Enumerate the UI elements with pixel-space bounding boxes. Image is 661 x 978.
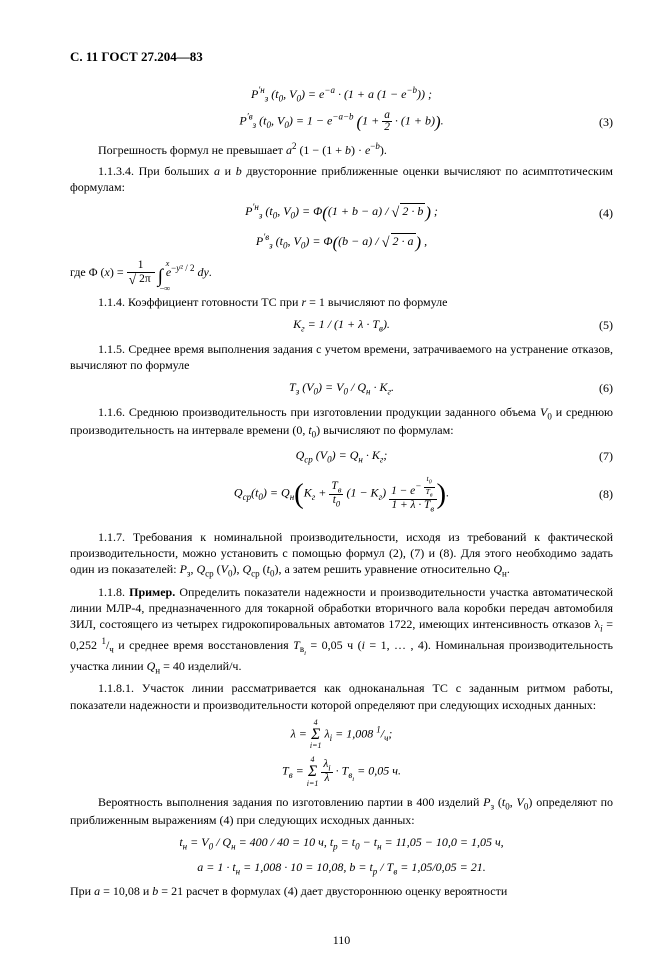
equation-number: (7) [599,448,613,464]
body-text: 1.1.7. Требования к номинальной производ… [70,529,613,580]
equation-number: (5) [599,317,613,333]
equation-3: P′нз (t0, V0) = Φ((1 + b − a) / √2 · b) … [70,201,613,225]
equation-9: λ = 4Σi=1 λi = 1,008 1/ч; [70,719,613,750]
equation-5: Kг = 1 / (1 + λ · Tв). (5) [70,316,613,335]
equation-10: Tв = 4Σi=1 λiλ · Tвi = 0,05 ч. [70,756,613,787]
body-text: При a = 10,08 и b = 21 расчет в формулах… [70,883,613,899]
body-text: где Φ (x) = 1√2π x∫−∞ e−y² / 2 dy. [70,260,613,290]
body-text: 1.1.3.4. При больших a и b двусторонние … [70,163,613,195]
body-text: 1.1.8. Пример. Определить показатели над… [70,584,613,677]
equation-7: Qср (V0) = Qн · Kг; (7) [70,447,613,466]
equation-8: Qср(t0) = Qн(Kг + Tвt0 (1 − Kг) 1 − e− t… [70,475,613,513]
body-text: Вероятность выполнения задания по изгото… [70,794,613,829]
body-text: 1.1.5. Среднее время выполнения задания … [70,341,613,373]
equation-11: tн = V0 / Qн = 400 / 40 = 10 ч, tр = t0 … [70,834,613,853]
equation-number: (3) [599,114,613,130]
body-text: 1.1.4. Коэффициент готовности ТС при r =… [70,294,613,310]
equation-number: (8) [599,486,613,502]
page-header: С. 11 ГОСТ 27.204—83 [70,48,613,66]
page-number: 110 [70,932,613,948]
equation-4: P′вз (t0, V0) = Φ((b − a) / √2 · a) , [70,231,613,255]
equation-1: P′нз (t0, V0) = e−a · (1 + a (1 − e−b)) … [70,84,613,105]
body-text: Погрешность формул не превышает a2 (1 − … [70,140,613,158]
body-text: 1.1.8.1. Участок линии рассматривается к… [70,680,613,712]
equation-number: (6) [599,380,613,396]
body-text: 1.1.6. Среднюю производительность при из… [70,404,613,441]
equation-6: Tз (V0) = V0 / Qн · Kг. (6) [70,379,613,398]
equation-2: P′вз (t0, V0) = 1 − e−a−b (1 + a2 · (1 +… [70,110,613,134]
equation-number: (4) [599,205,613,221]
equation-12: a = 1 · tн = 1,008 · 10 = 10,08, b = tр … [70,859,613,878]
